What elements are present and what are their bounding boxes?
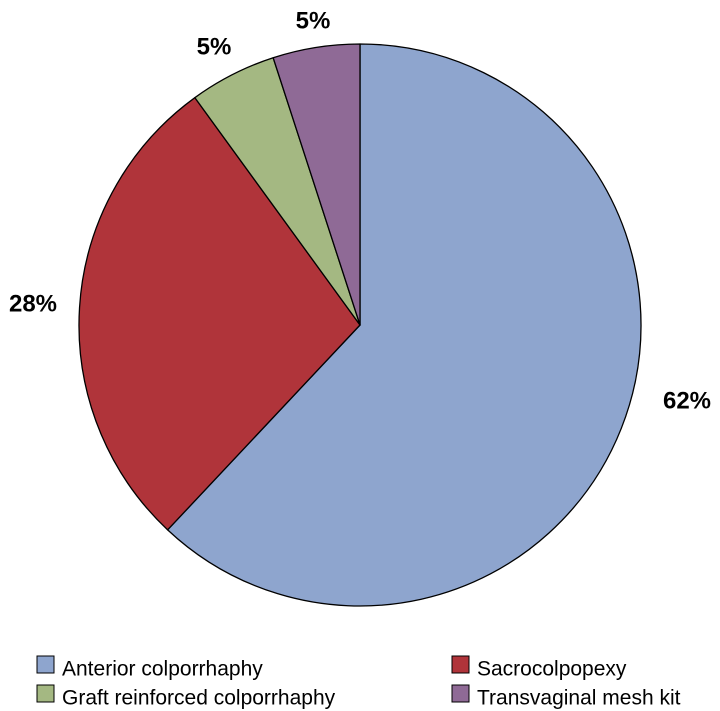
legend-label-sacrocolpopexy: Sacrocolpopexy bbox=[477, 658, 627, 681]
legend-swatch-transvaginal-mesh-kit bbox=[451, 684, 470, 703]
data-label-graft-reinforced-colporrhaphy: 5% bbox=[197, 34, 232, 61]
legend-label-transvaginal-mesh-kit: Transvaginal mesh kit bbox=[477, 687, 681, 710]
legend-label-anterior-colporrhaphy: Anterior colporrhaphy bbox=[62, 658, 263, 681]
data-label-transvaginal-mesh-kit: 5% bbox=[296, 8, 331, 35]
pie-slices bbox=[78, 43, 642, 607]
pie-slice-sacrocolpopexy bbox=[78, 97, 361, 531]
legend: Anterior colporrhaphy Sacrocolpopexy Graft… bbox=[36, 655, 681, 710]
legend-swatch-anterior-colporrhaphy bbox=[36, 655, 55, 674]
data-label-sacrocolpopexy: 28% bbox=[9, 291, 57, 318]
legend-swatch-graft-reinforced-colporrhaphy bbox=[36, 684, 55, 703]
legend-swatch-sacrocolpopexy bbox=[451, 655, 470, 674]
data-label-anterior-colporrhaphy: 62% bbox=[663, 388, 711, 415]
pie-slice-anterior-colporrhaphy bbox=[166, 43, 642, 607]
legend-label-graft-reinforced-colporrhaphy: Graft reinforced colporrhaphy bbox=[62, 687, 336, 710]
pie-slice-transvaginal-mesh-kit bbox=[272, 43, 361, 326]
pie-slice-labels: 62% 28% 5% 5% bbox=[9, 8, 711, 415]
